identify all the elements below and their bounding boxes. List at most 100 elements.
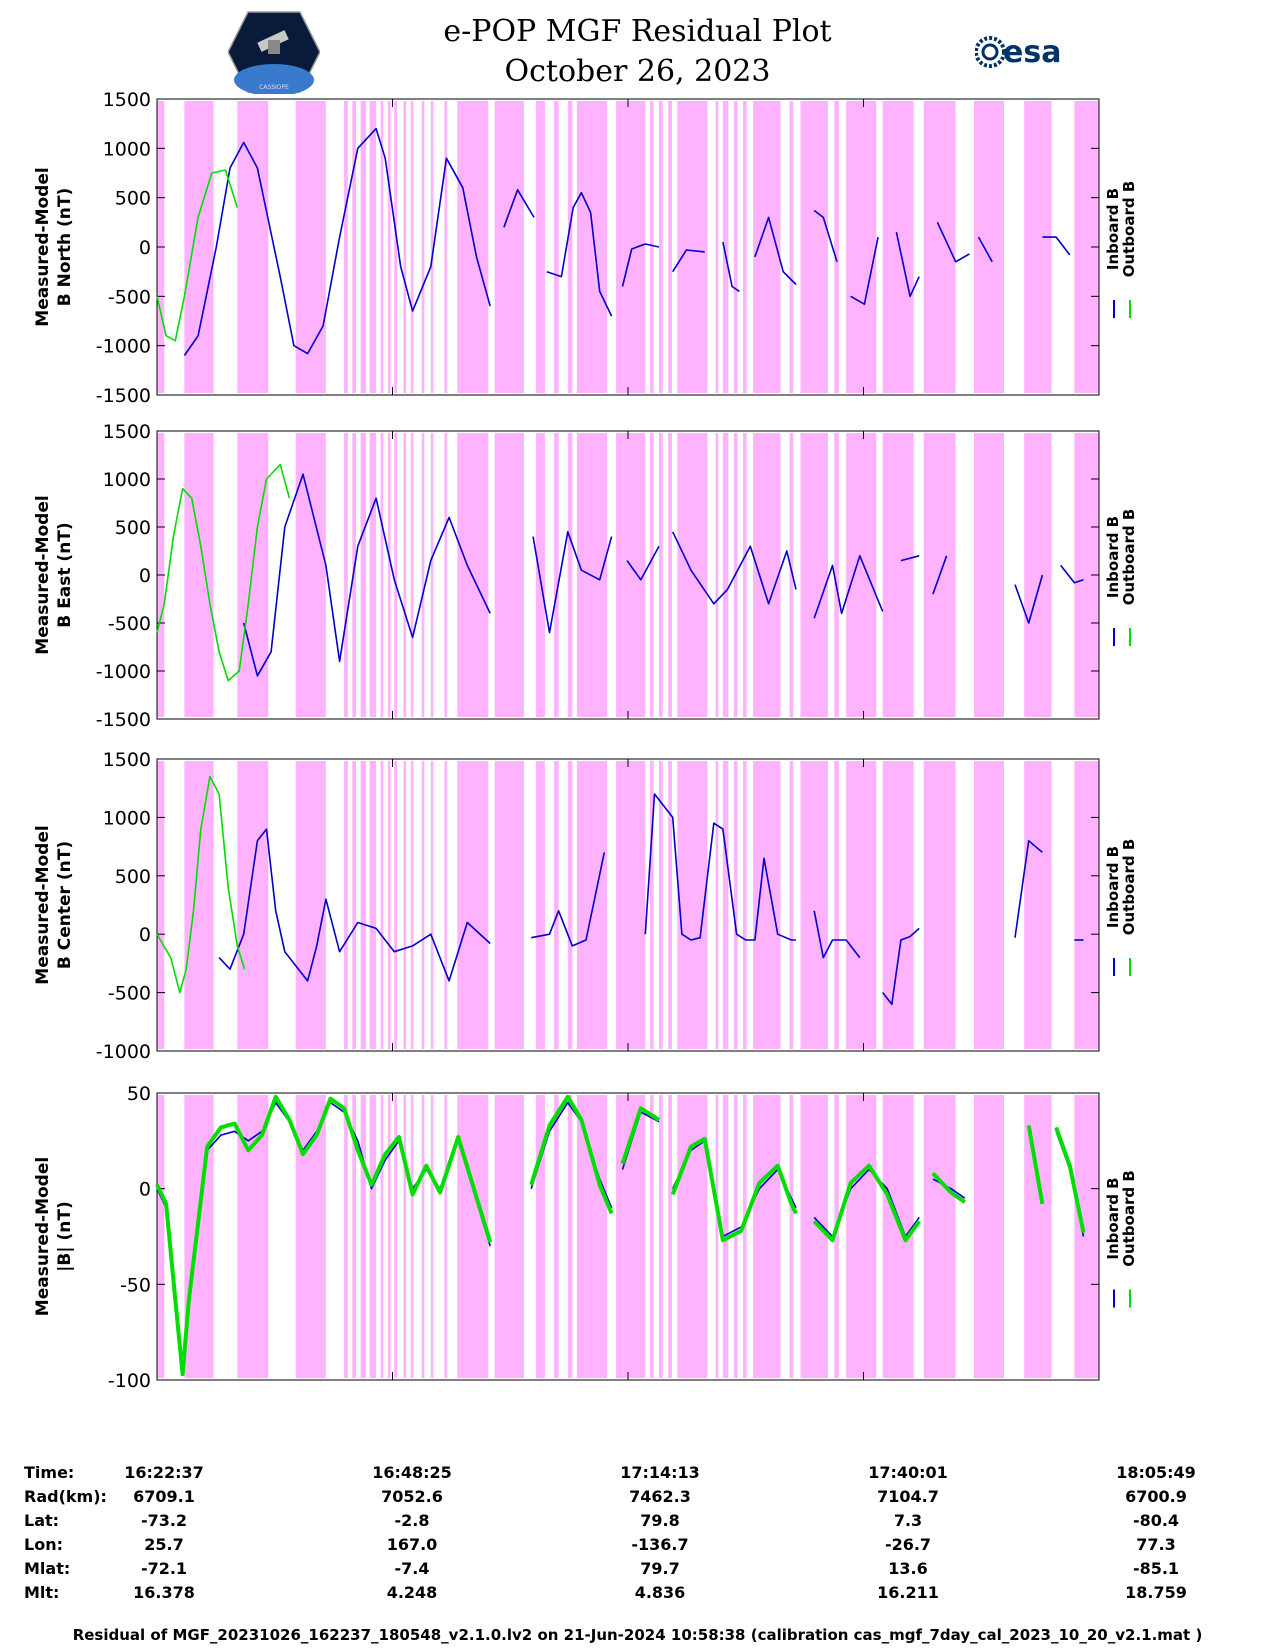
shade-band-p2-11 — [403, 761, 407, 1049]
legend-inboard-p2: Inboard B — [1104, 846, 1122, 928]
shade-band-p1-6 — [360, 433, 367, 717]
legend-outboard-p1: Outboard B — [1120, 509, 1138, 606]
info-row-rad: Rad(km): 6709.1 7052.6 7462.3 7104.7 670… — [0, 1487, 1275, 1511]
ytick-label-p3-2: 0 — [139, 1179, 151, 1201]
shade-band-p1-31 — [753, 433, 781, 717]
shade-band-p3-13 — [421, 1095, 425, 1378]
shade-band-p2-39 — [1024, 761, 1052, 1049]
ytick-label-p2-0: -1000 — [96, 1041, 151, 1063]
ytick-label-p2-2: 0 — [139, 924, 151, 946]
shade-band-p2-4 — [344, 761, 348, 1049]
ytick-label-p1-0: -1500 — [96, 709, 151, 731]
info-label-time: Time: — [24, 1463, 75, 1482]
shade-band-p3-27 — [715, 1095, 719, 1378]
shade-band-p3-25 — [668, 1095, 672, 1378]
esa-logo: esa — [975, 35, 1061, 70]
shade-band-p2-19 — [554, 761, 559, 1049]
shade-band-p1-4 — [344, 433, 348, 717]
shade-band-p2-10 — [394, 761, 397, 1049]
info-mlt-1: 4.248 — [386, 1583, 438, 1602]
cassiope-logo: CASSIOPE — [228, 11, 320, 94]
shade-band-p1-8 — [380, 433, 384, 717]
series-line-p1-inboard-b-5 — [900, 555, 920, 562]
series-line-p3-outboard-b-1 — [529, 1094, 614, 1215]
shade-band-p3-30 — [743, 1095, 747, 1378]
series-line-p0-inboard-b-11 — [977, 236, 993, 263]
info-label-mlat: Mlat: — [24, 1559, 71, 1578]
series-line-p3-outboard-b-10 — [1054, 1126, 1086, 1234]
shade-band-p0-38 — [973, 101, 1004, 393]
shade-band-p3-37 — [923, 1095, 956, 1378]
shade-band-p2-25 — [668, 761, 672, 1049]
info-time-1: 16:48:25 — [372, 1463, 452, 1482]
shade-band-p1-14 — [430, 433, 434, 717]
shade-band-p1-16 — [457, 433, 489, 717]
shade-band-p0-32 — [789, 101, 794, 393]
series-line-p0-inboard-b-14 — [1042, 236, 1071, 256]
shade-band-p0-1 — [184, 101, 214, 393]
shade-band-p0-4 — [344, 101, 348, 393]
ylabel-line1-p1: Measured-Model — [33, 495, 53, 654]
shade-band-p1-7 — [369, 433, 377, 717]
ytick-label-p3-1: -50 — [120, 1274, 151, 1296]
series-line-p3-outboard-b-5 — [931, 1172, 966, 1204]
series-line-p1-inboard-b-10 — [1014, 574, 1044, 624]
shade-band-p1-17 — [494, 433, 524, 717]
ytick-label-p2-5: 1500 — [103, 749, 151, 771]
shade-band-p1-23 — [649, 433, 654, 717]
series-line-p1-inboard-b-4 — [813, 554, 884, 619]
shade-band-p2-33 — [800, 761, 828, 1049]
shade-band-p2-8 — [380, 761, 384, 1049]
shade-band-p0-6 — [360, 101, 367, 393]
shade-band-p0-2 — [237, 101, 269, 393]
shade-band-p2-14 — [430, 761, 434, 1049]
ylabel-line2-p3: |B| (nT) — [55, 1201, 75, 1272]
info-mlat-3: 13.6 — [888, 1559, 928, 1578]
shade-band-p1-30 — [743, 433, 747, 717]
series-line-p2-inboard-b-0 — [218, 828, 491, 982]
shade-band-p3-33 — [800, 1095, 828, 1378]
ytick-label-p3-3: 50 — [127, 1083, 151, 1105]
shade-band-p2-3 — [295, 761, 326, 1049]
info-mlat-1: -7.4 — [394, 1559, 430, 1578]
shade-band-p0-16 — [457, 101, 489, 393]
shade-band-p3-28 — [722, 1095, 729, 1378]
shade-band-p1-32 — [789, 433, 794, 717]
series-line-p1-inboard-b-0 — [242, 473, 491, 677]
shade-band-p3-19 — [554, 1095, 559, 1378]
shade-band-p3-34 — [834, 1095, 839, 1378]
shade-band-p2-38 — [973, 761, 1004, 1049]
ylabel-line2-p0: B North (nT) — [55, 188, 75, 307]
series-line-p1-inboard-b-3 — [671, 531, 797, 605]
ytick-label-p0-0: -1500 — [96, 385, 151, 407]
shade-band-p3-17 — [494, 1095, 524, 1378]
shade-band-p1-15 — [444, 433, 448, 717]
shade-band-p3-14 — [430, 1095, 434, 1378]
plot-area: -1500-1000-500050010001500Measured-Model… — [33, 89, 1138, 1392]
shade-band-p0-7 — [369, 101, 377, 393]
orbit-info-table: Time: 16:22:37 16:48:25 17:14:13 17:40:0… — [0, 1463, 1275, 1623]
shade-band-p0-10 — [394, 101, 397, 393]
info-rad-1: 7052.6 — [381, 1487, 443, 1506]
shade-band-p0-25 — [668, 101, 672, 393]
info-mlt-2: 4.836 — [634, 1583, 686, 1602]
shade-band-p0-20 — [567, 101, 573, 393]
shade-band-p1-12 — [410, 433, 414, 717]
shade-band-p1-2 — [237, 433, 269, 717]
info-lon-3: -26.7 — [884, 1535, 932, 1554]
shade-band-p3-10 — [394, 1095, 397, 1378]
info-label-lon: Lon: — [24, 1535, 63, 1554]
info-lon-4: 77.3 — [1136, 1535, 1176, 1554]
shade-band-p3-39 — [1024, 1095, 1052, 1378]
shade-band-p0-35 — [846, 101, 877, 393]
shade-band-p1-3 — [295, 433, 326, 717]
series-line-p1-inboard-b-6 — [932, 555, 948, 595]
legend-outboard-p3: Outboard B — [1120, 1170, 1138, 1267]
series-line-p0-inboard-b-0 — [183, 127, 491, 356]
shade-band-p0-23 — [649, 101, 654, 393]
shade-band-p3-29 — [733, 1095, 738, 1378]
ylabel-line2-p2: B Center (nT) — [55, 841, 75, 969]
info-label-rad: Rad(km): — [24, 1487, 107, 1506]
info-rad-3: 7104.7 — [877, 1487, 939, 1506]
shade-band-p1-35 — [846, 433, 877, 717]
